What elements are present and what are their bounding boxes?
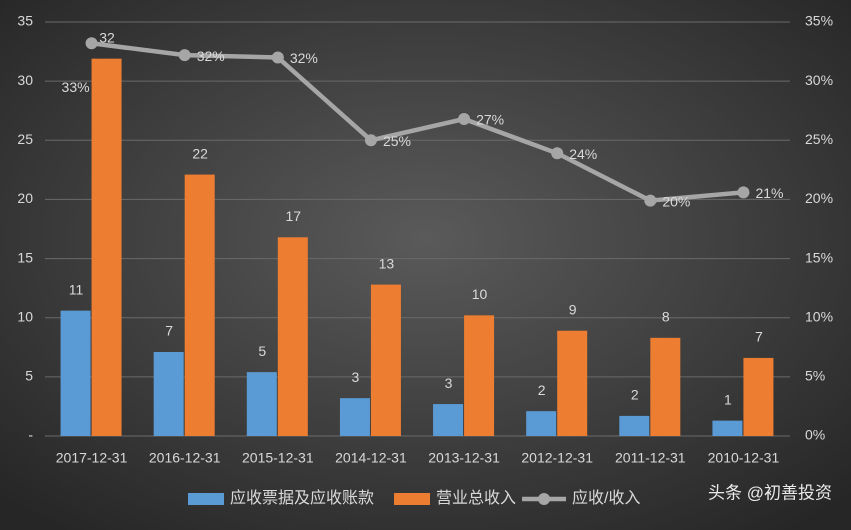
line-marker bbox=[85, 37, 98, 50]
x-tick-label: 2016-12-31 bbox=[149, 450, 221, 466]
legend-swatch bbox=[538, 493, 551, 505]
line-value-label: 27% bbox=[476, 112, 504, 128]
legend-label: 应收/收入 bbox=[572, 488, 640, 507]
bar bbox=[619, 415, 650, 436]
y2-tick-label: 10% bbox=[805, 308, 833, 324]
line-marker bbox=[178, 49, 191, 62]
line-marker bbox=[458, 112, 471, 125]
bar bbox=[370, 284, 401, 436]
y-tick-label: 35 bbox=[17, 13, 33, 29]
bar-value-label: 8 bbox=[662, 309, 670, 325]
y-tick-label: - bbox=[28, 427, 33, 443]
bar-value-label: 3 bbox=[445, 375, 453, 391]
y-tick-label: 25 bbox=[17, 131, 33, 147]
bar bbox=[339, 398, 370, 436]
line bbox=[91, 41, 744, 203]
y2-tick-label: 25% bbox=[805, 131, 833, 147]
bar-value-label: 2 bbox=[538, 382, 546, 398]
x-tick-label: 2012-12-31 bbox=[521, 450, 593, 466]
bar-value-label: 7 bbox=[755, 329, 763, 345]
line-marker bbox=[737, 186, 750, 199]
x-tick-label: 2011-12-31 bbox=[615, 450, 686, 466]
x-tick-label: 2014-12-31 bbox=[335, 450, 407, 466]
bar bbox=[526, 411, 557, 436]
bar-value-label: 11 bbox=[69, 281, 84, 297]
y2-tick-label: 5% bbox=[805, 368, 825, 384]
y-tick-label: 30 bbox=[17, 72, 33, 88]
line-value-label: 25% bbox=[383, 133, 411, 149]
bar-value-label: 2 bbox=[631, 387, 639, 403]
y2-tick-label: 0% bbox=[805, 427, 825, 443]
bar bbox=[743, 357, 774, 436]
line-value-label: 33% bbox=[62, 79, 90, 95]
bar-value-label: 13 bbox=[379, 255, 395, 271]
y-tick-label: 15 bbox=[17, 249, 33, 265]
x-tick-label: 2015-12-31 bbox=[242, 450, 314, 466]
line-marker bbox=[271, 51, 284, 64]
line-marker bbox=[551, 147, 564, 160]
bar-value-label: 7 bbox=[165, 323, 173, 339]
y-tick-label: 20 bbox=[17, 190, 33, 206]
bar bbox=[91, 58, 122, 436]
bar bbox=[277, 237, 308, 436]
bar bbox=[464, 315, 495, 436]
bar bbox=[246, 372, 277, 436]
legend-label: 营业总收入 bbox=[436, 489, 516, 507]
x-tick-label: 2010-12-31 bbox=[708, 450, 780, 466]
bar-value-label: 17 bbox=[286, 208, 302, 224]
line-marker bbox=[364, 134, 377, 147]
line-value-label: 24% bbox=[569, 146, 597, 162]
line-value-label: 32% bbox=[197, 48, 225, 64]
bar bbox=[153, 352, 184, 436]
bar-value-label: 1 bbox=[724, 391, 732, 407]
line-value-label: 32% bbox=[290, 50, 318, 66]
legend-swatch bbox=[394, 493, 431, 505]
bar bbox=[433, 404, 464, 436]
bar bbox=[650, 337, 681, 436]
y2-tick-label: 35% bbox=[805, 13, 833, 29]
bar-value-label: 5 bbox=[258, 343, 266, 359]
bar-value-label: 22 bbox=[192, 145, 208, 161]
watermark: 头条 @初善投资 bbox=[708, 483, 832, 502]
line-value-label: 20% bbox=[662, 193, 690, 209]
bar bbox=[712, 420, 743, 436]
bar bbox=[184, 174, 215, 437]
bar-value-label: 9 bbox=[569, 301, 577, 317]
bar-value-label: 32 bbox=[99, 29, 115, 45]
x-tick-label: 2013-12-31 bbox=[428, 450, 500, 466]
y-tick-label: 10 bbox=[17, 308, 33, 324]
legend-swatch bbox=[188, 493, 224, 505]
y-tick-label: 5 bbox=[25, 368, 33, 384]
y2-tick-label: 30% bbox=[805, 72, 833, 88]
line-marker bbox=[644, 194, 657, 207]
y2-tick-label: 15% bbox=[805, 249, 833, 265]
legend-label: 应收票据及应收账款 bbox=[230, 488, 374, 507]
bar bbox=[60, 310, 91, 436]
y2-tick-label: 20% bbox=[805, 190, 833, 206]
bar-value-label: 10 bbox=[472, 286, 488, 302]
bar-value-label: 3 bbox=[352, 369, 360, 385]
bar bbox=[557, 330, 588, 436]
line-value-label: 21% bbox=[755, 185, 783, 201]
x-tick-label: 2017-12-31 bbox=[56, 450, 128, 466]
